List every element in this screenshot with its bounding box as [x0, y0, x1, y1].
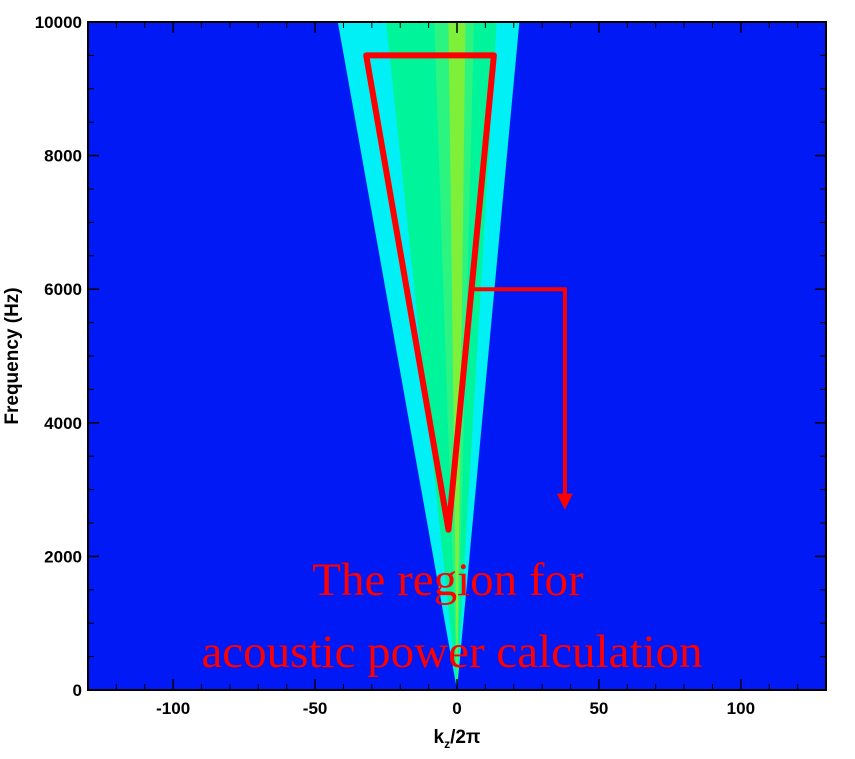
y-tick-label: 10000	[35, 13, 82, 32]
x-axis-title: kz/2π	[434, 727, 481, 751]
x-tick-label: 100	[727, 699, 755, 718]
y-axis-title: Frequency (Hz)	[2, 287, 23, 424]
x-tick-label: 50	[589, 699, 608, 718]
highlight-region	[363, 52, 497, 533]
y-tick-label: 0	[73, 681, 82, 700]
y-tick-label: 2000	[44, 547, 82, 566]
core-cone	[448, 22, 466, 690]
annotation-line-1: The region for	[312, 554, 584, 606]
annotation-line-2: acoustic power calculation	[201, 626, 702, 678]
pointer-arrow-line	[474, 287, 567, 496]
x-tick-label: 0	[452, 699, 461, 718]
y-tick-label: 6000	[44, 280, 82, 299]
y-tick-label: 4000	[44, 414, 82, 433]
pointer-arrow-head	[556, 493, 573, 510]
x-tick-label: -100	[156, 699, 190, 718]
y-tick-label: 8000	[44, 147, 82, 166]
x-tick-label: -50	[303, 699, 328, 718]
